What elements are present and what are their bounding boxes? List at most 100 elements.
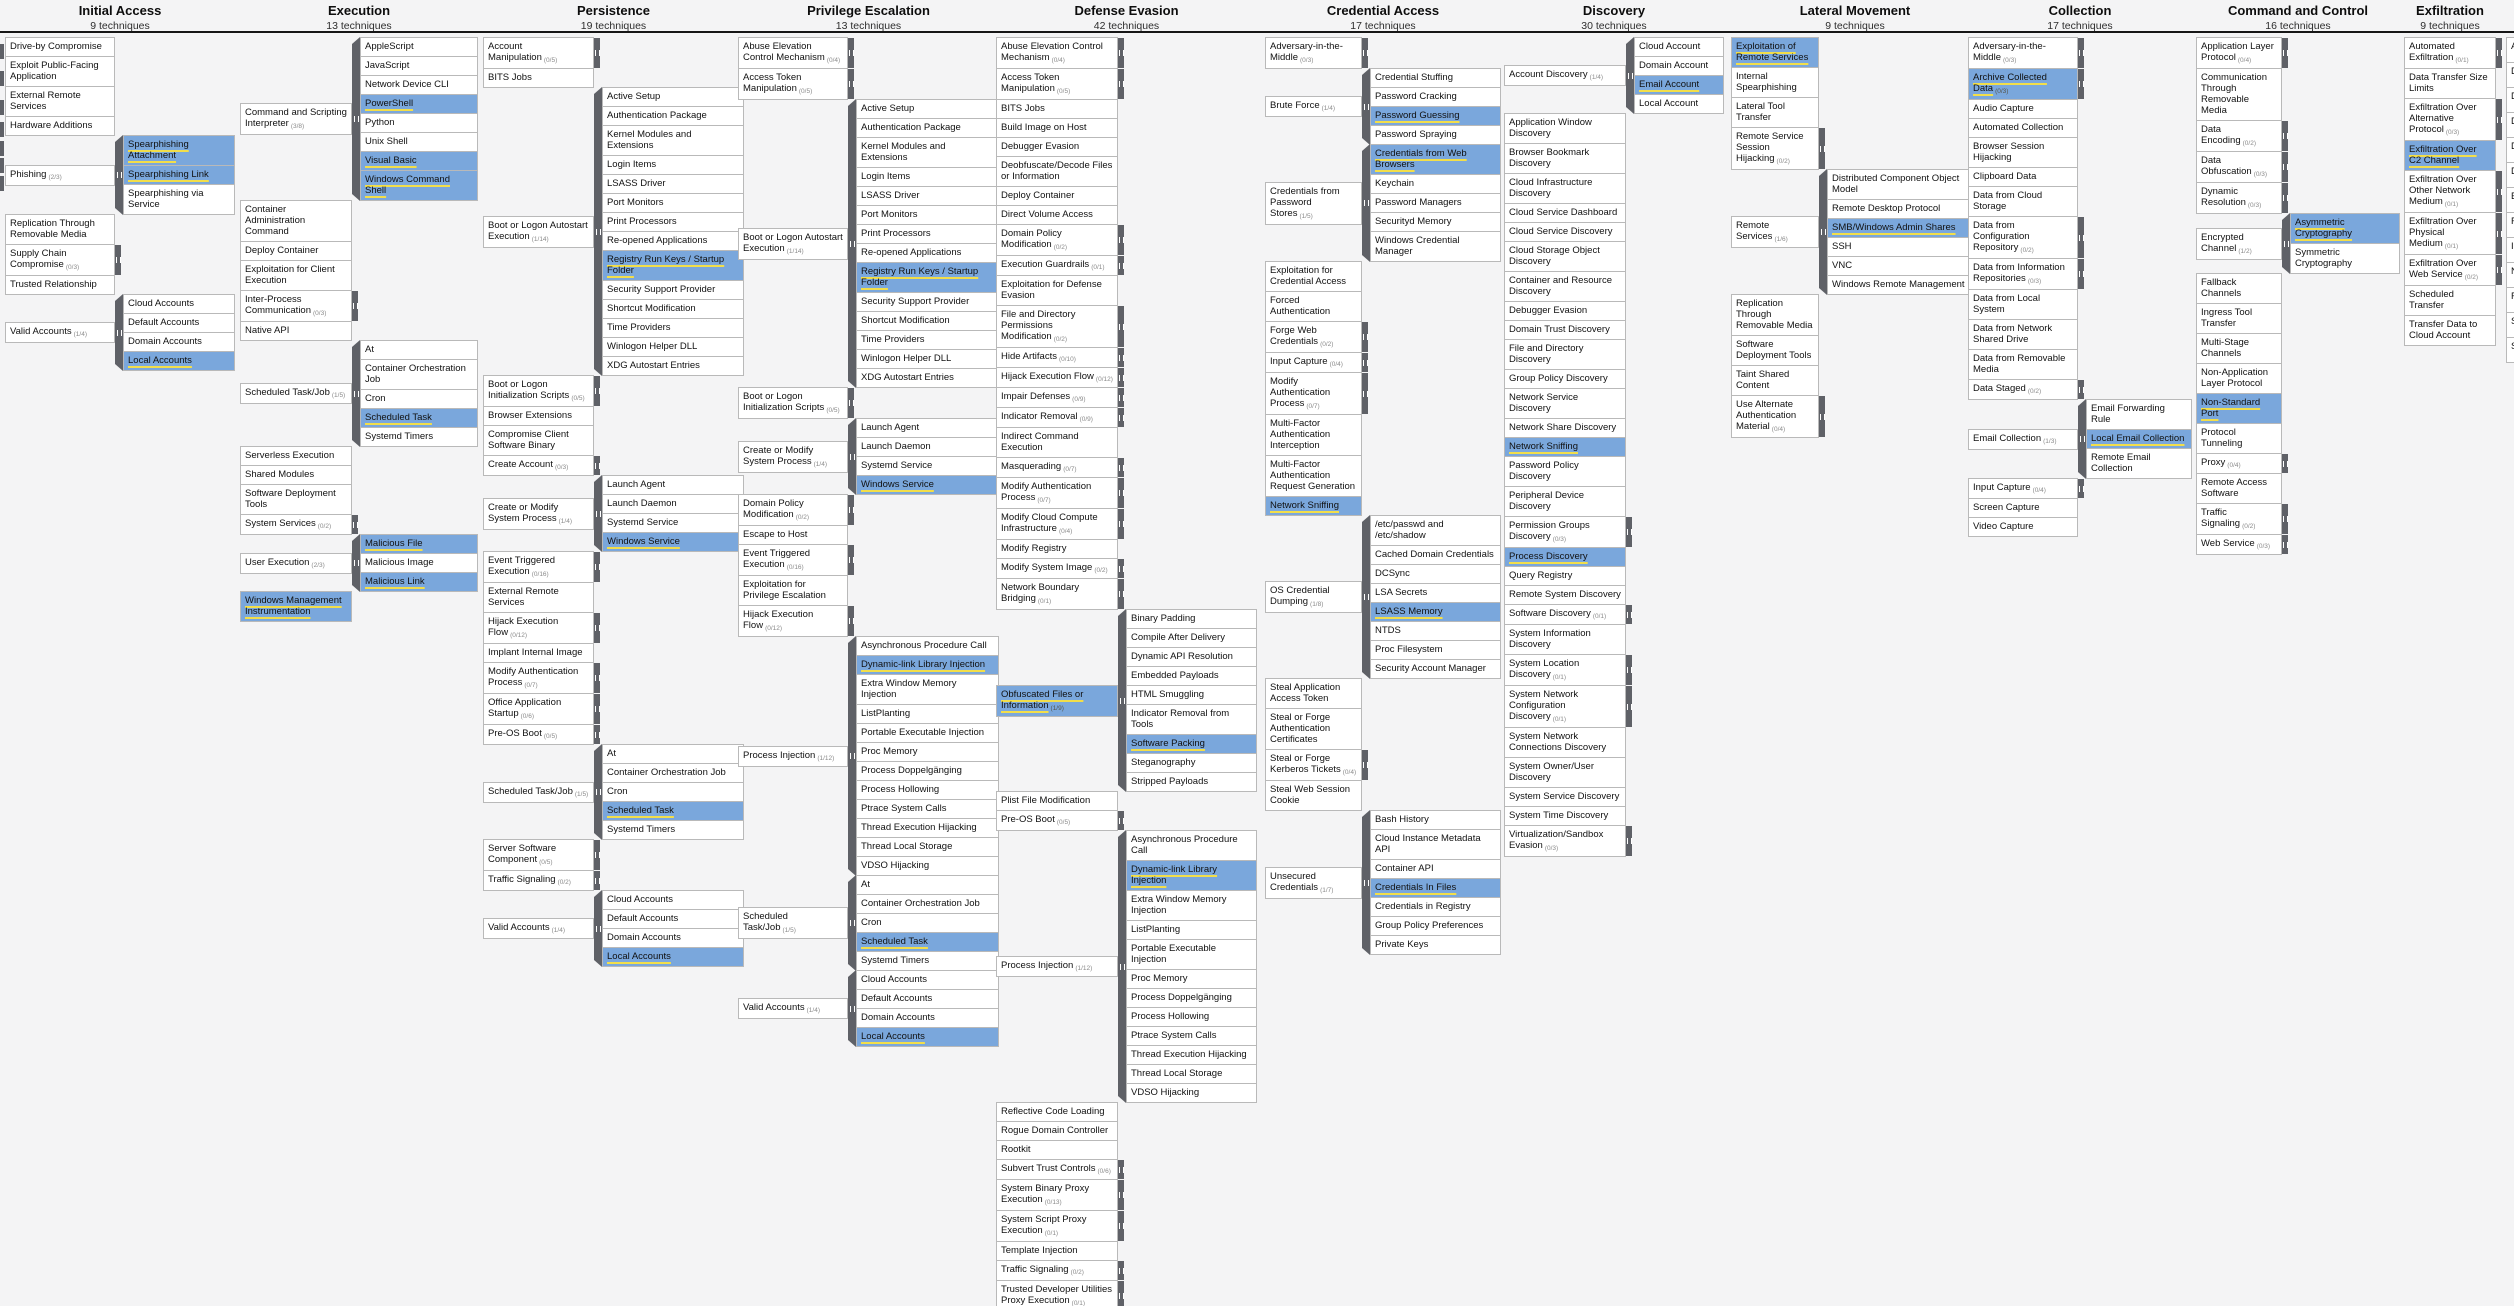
subtechnique-expander-tab[interactable] xyxy=(848,69,854,99)
subtechnique-cell-domain-account[interactable]: Domain Account xyxy=(1634,56,1724,76)
subtechnique-cell-asymmetric-cryptography[interactable]: Asymmetric Cryptography xyxy=(2290,213,2400,244)
subtechnique-cell-proc-memory[interactable]: Proc Memory xyxy=(1126,969,1257,989)
technique-cell-access-token-manipulation[interactable]: Access Token Manipulation (0/5) xyxy=(738,68,854,100)
subtechnique-cell-scheduled-task[interactable]: Scheduled Task xyxy=(856,932,999,952)
technique-cell-remote-access-software[interactable]: Remote Access Software xyxy=(2196,473,2282,504)
subtechnique-expander-tab[interactable] xyxy=(1118,388,1124,407)
technique-cell-network-boundary-bridging[interactable]: Network Boundary Bridging (0/1) xyxy=(996,578,1124,610)
tactic-header[interactable]: Collection 17 techniques xyxy=(1968,3,2192,32)
technique-cell-use-alternate-authentication-material[interactable]: Use Alternate Authentication Material (0/… xyxy=(1731,395,1825,438)
subtechnique-bracket[interactable] xyxy=(2078,399,2086,479)
subtechnique-cell-container-api[interactable]: Container API xyxy=(1370,859,1501,879)
clipped-column-cell[interactable]: D xyxy=(2506,162,2514,188)
subtechnique-cell-dynamic-link-library-injection[interactable]: Dynamic-link Library Injection xyxy=(1126,860,1257,891)
technique-cell-lateral-tool-transfer[interactable]: Lateral Tool Transfer xyxy=(1731,97,1819,128)
subtechnique-cell-launch-daemon[interactable]: Launch Daemon xyxy=(856,437,999,457)
technique-cell-software-deployment-tools[interactable]: Software Deployment Tools xyxy=(1731,335,1819,366)
subtechnique-expander-tab[interactable] xyxy=(1626,686,1632,727)
subtechnique-expander-tab[interactable] xyxy=(848,388,854,418)
subtechnique-bracket[interactable] xyxy=(1362,515,1370,679)
technique-cell-system-services[interactable]: System Services (0/2) xyxy=(240,514,358,535)
subtechnique-cell-unix-shell[interactable]: Unix Shell xyxy=(360,132,478,152)
technique-cell-steal-or-forge-authentication-certificates[interactable]: Steal or Forge Authentication Certificat… xyxy=(1265,708,1362,750)
technique-cell-modify-system-image[interactable]: Modify System Image (0/2) xyxy=(996,558,1124,579)
subtechnique-bracket[interactable] xyxy=(352,340,360,447)
technique-cell-peripheral-device-discovery[interactable]: Peripheral Device Discovery xyxy=(1504,486,1626,517)
technique-cell-office-application-startup[interactable]: Office Application Startup (0/6) xyxy=(483,693,600,725)
technique-cell-account-manipulation[interactable]: Account Manipulation (0/5) xyxy=(483,37,600,69)
subtechnique-cell-port-monitors[interactable]: Port Monitors xyxy=(602,193,744,213)
technique-cell-access-token-manipulation[interactable]: Access Token Manipulation (0/5) xyxy=(996,68,1124,100)
subtechnique-cell-software-packing[interactable]: Software Packing xyxy=(1126,734,1257,754)
subtechnique-expander-tab[interactable] xyxy=(1118,348,1124,367)
subtechnique-cell-time-providers[interactable]: Time Providers xyxy=(602,318,744,338)
technique-cell-exploitation-for-credential-access[interactable]: Exploitation for Credential Access xyxy=(1265,261,1362,292)
technique-cell-system-location-discovery[interactable]: System Location Discovery (0/1) xyxy=(1504,654,1632,686)
subtechnique-expander-tab[interactable] xyxy=(1819,128,1825,169)
technique-cell-system-time-discovery[interactable]: System Time Discovery xyxy=(1504,806,1626,826)
subtechnique-expander-tab[interactable] xyxy=(848,606,854,636)
subtechnique-bracket[interactable] xyxy=(1118,609,1126,792)
clipped-column-cell[interactable]: In xyxy=(2506,237,2514,263)
subtechnique-cell-remote-email-collection[interactable]: Remote Email Collection xyxy=(2086,448,2192,479)
subtechnique-expander-tab[interactable] xyxy=(2078,259,2084,289)
technique-cell-direct-volume-access[interactable]: Direct Volume Access xyxy=(996,205,1118,225)
subtechnique-cell-listplanting[interactable]: ListPlanting xyxy=(1126,920,1257,940)
subtechnique-cell-login-items[interactable]: Login Items xyxy=(602,155,744,175)
subtechnique-cell-active-setup[interactable]: Active Setup xyxy=(856,99,999,119)
subtechnique-expander-tab[interactable] xyxy=(1626,655,1632,685)
technique-cell-scheduled-transfer[interactable]: Scheduled Transfer xyxy=(2404,285,2496,316)
subtechnique-cell-cloud-instance-metadata-api[interactable]: Cloud Instance Metadata API xyxy=(1370,829,1501,860)
technique-cell-build-image-on-host[interactable]: Build Image on Host xyxy=(996,118,1118,138)
subtechnique-expander-tab[interactable] xyxy=(1362,750,1368,780)
technique-cell-archive-collected-data[interactable]: Archive Collected Data (0/3) xyxy=(1968,68,2084,100)
tactic-header[interactable]: Command and Control 16 techniques xyxy=(2196,3,2400,32)
technique-cell-serverless-execution[interactable]: Serverless Execution xyxy=(240,446,352,466)
subtechnique-cell-asynchronous-procedure-call[interactable]: Asynchronous Procedure Call xyxy=(856,636,999,656)
subtechnique-expander-tab[interactable] xyxy=(2282,183,2288,213)
technique-cell-brute-force[interactable]: Brute Force (1/4) xyxy=(1265,96,1362,117)
technique-cell-external-remote-services[interactable]: External Remote Services xyxy=(483,582,594,613)
technique-cell-forced-authentication[interactable]: Forced Authentication xyxy=(1265,291,1362,322)
technique-cell-system-network-configuration-discovery[interactable]: System Network Configuration Discovery (0… xyxy=(1504,685,1632,728)
technique-cell-video-capture[interactable]: Video Capture xyxy=(1968,517,2078,537)
technique-cell-communication-through-removable-media[interactable]: Communication Through Removable Media xyxy=(2196,68,2282,121)
subtechnique-cell-registry-run-keys-startup-folder[interactable]: Registry Run Keys / Startup Folder xyxy=(602,250,744,281)
subtechnique-cell-password-spraying[interactable]: Password Spraying xyxy=(1370,125,1501,145)
technique-cell-rootkit[interactable]: Rootkit xyxy=(996,1140,1118,1160)
technique-cell-permission-groups-discovery[interactable]: Permission Groups Discovery (0/3) xyxy=(1504,516,1632,548)
subtechnique-cell-cron[interactable]: Cron xyxy=(360,389,478,409)
technique-cell-input-capture[interactable]: Input Capture (0/4) xyxy=(1968,478,2084,499)
subtechnique-cell-thread-local-storage[interactable]: Thread Local Storage xyxy=(1126,1064,1257,1084)
technique-cell-data-staged[interactable]: Data Staged (0/2) xyxy=(1968,379,2084,400)
subtechnique-cell-container-orchestration-job[interactable]: Container Orchestration Job xyxy=(360,359,478,390)
technique-cell-data-from-cloud-storage[interactable]: Data from Cloud Storage xyxy=(1968,186,2078,217)
subtechnique-expander-tab[interactable] xyxy=(1626,605,1632,624)
subtechnique-cell-email-forwarding-rule[interactable]: Email Forwarding Rule xyxy=(2086,399,2192,430)
subtechnique-cell-xdg-autostart-entries[interactable]: XDG Autostart Entries xyxy=(856,368,999,388)
subtechnique-cell-dynamic-link-library-injection[interactable]: Dynamic-link Library Injection xyxy=(856,655,999,675)
subtechnique-cell-scheduled-task[interactable]: Scheduled Task xyxy=(602,801,744,821)
subtechnique-cell-password-managers[interactable]: Password Managers xyxy=(1370,193,1501,213)
technique-cell-shared-modules[interactable]: Shared Modules xyxy=(240,465,352,485)
technique-cell-audio-capture[interactable]: Audio Capture xyxy=(1968,99,2078,119)
technique-cell-account-discovery[interactable]: Account Discovery (1/4) xyxy=(1504,65,1626,86)
technique-cell-input-capture[interactable]: Input Capture (0/4) xyxy=(1265,352,1368,373)
technique-cell-data-from-local-system[interactable]: Data from Local System xyxy=(1968,289,2078,320)
clipped-column-cell[interactable]: R xyxy=(2506,287,2514,313)
technique-cell-domain-trust-discovery[interactable]: Domain Trust Discovery xyxy=(1504,320,1626,340)
subtechnique-cell-lsass-driver[interactable]: LSASS Driver xyxy=(602,174,744,194)
technique-cell-system-owner-user-discovery[interactable]: System Owner/User Discovery xyxy=(1504,757,1626,788)
technique-cell-bits-jobs[interactable]: BITS Jobs xyxy=(483,68,594,88)
subtechnique-cell-shortcut-modification[interactable]: Shortcut Modification xyxy=(856,311,999,331)
subtechnique-expander-tab[interactable] xyxy=(2282,504,2288,534)
technique-cell-email-collection[interactable]: Email Collection (1/3) xyxy=(1968,428,2078,450)
clipped-column-cell[interactable]: D xyxy=(2506,112,2514,138)
technique-cell-obfuscated-files-or-information[interactable]: Obfuscated Files or Information (1/9) xyxy=(996,684,1118,717)
subtechnique-cell-authentication-package[interactable]: Authentication Package xyxy=(856,118,999,138)
subtechnique-expander-tab[interactable] xyxy=(1118,1281,1124,1306)
technique-cell-supply-chain-compromise[interactable]: Supply Chain Compromise (0/3) xyxy=(5,244,121,276)
technique-cell-pre-os-boot[interactable]: Pre-OS Boot (0/5) xyxy=(996,810,1124,831)
offscreen-subtechnique-tab[interactable] xyxy=(0,141,4,156)
offscreen-subtechnique-tab[interactable] xyxy=(0,71,4,86)
